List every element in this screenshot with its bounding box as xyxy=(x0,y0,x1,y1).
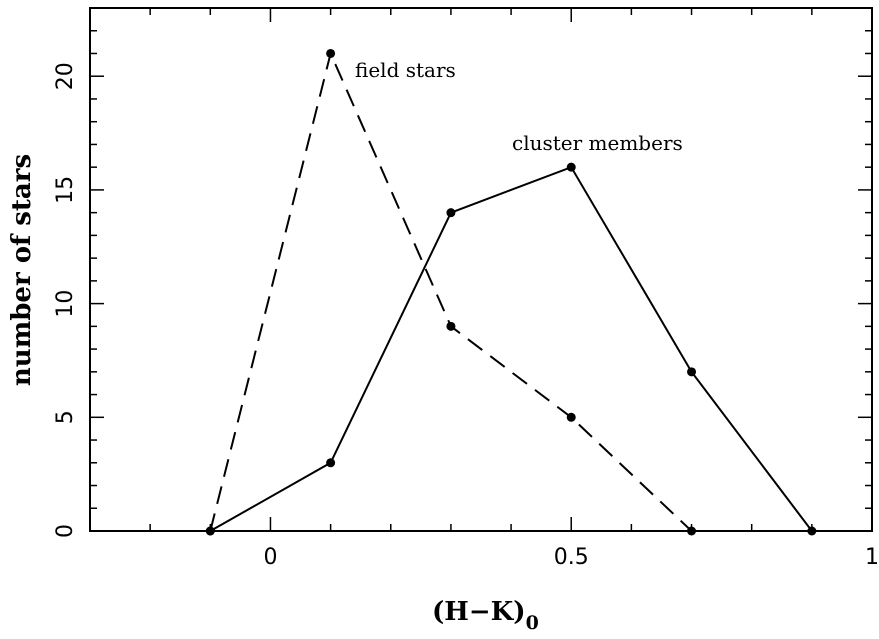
data-point-cluster-members xyxy=(807,526,817,536)
x-axis-title-main: (H−K) xyxy=(432,597,526,627)
data-point-cluster-members xyxy=(326,458,336,468)
data-point-field-stars xyxy=(687,526,697,536)
annotation-cluster-members: cluster members xyxy=(512,131,683,155)
data-point-field-stars xyxy=(446,321,456,331)
x-tick-label: 0 xyxy=(263,545,277,570)
data-point-field-stars xyxy=(326,48,336,58)
data-point-field-stars xyxy=(566,412,576,422)
y-tick-label: 10 xyxy=(53,290,78,318)
x-axis-title-subscript: 0 xyxy=(526,612,539,634)
series-line-field-stars xyxy=(209,50,693,532)
y-tick-label: 20 xyxy=(53,62,78,90)
y-tick-label: 5 xyxy=(53,410,78,424)
data-point-cluster-members xyxy=(446,208,456,218)
axis-ticks xyxy=(90,8,873,531)
y-axis-title: number of stars xyxy=(7,154,37,386)
y-tick-label: 0 xyxy=(53,524,78,538)
x-tick-label: 1 xyxy=(865,545,879,570)
data-point-cluster-members xyxy=(687,367,697,377)
x-tick-label: 0.5 xyxy=(554,545,589,570)
x-axis-title: (H−K)0 xyxy=(432,597,539,634)
series-layer xyxy=(209,50,813,532)
points-layer xyxy=(205,48,817,536)
data-point-cluster-members xyxy=(566,162,576,172)
annotation-field-stars: field stars xyxy=(355,58,456,82)
data-point-field-stars xyxy=(205,526,215,536)
y-tick-label: 15 xyxy=(53,176,78,204)
plot-frame xyxy=(89,7,873,532)
series-line-cluster-members xyxy=(209,165,813,532)
